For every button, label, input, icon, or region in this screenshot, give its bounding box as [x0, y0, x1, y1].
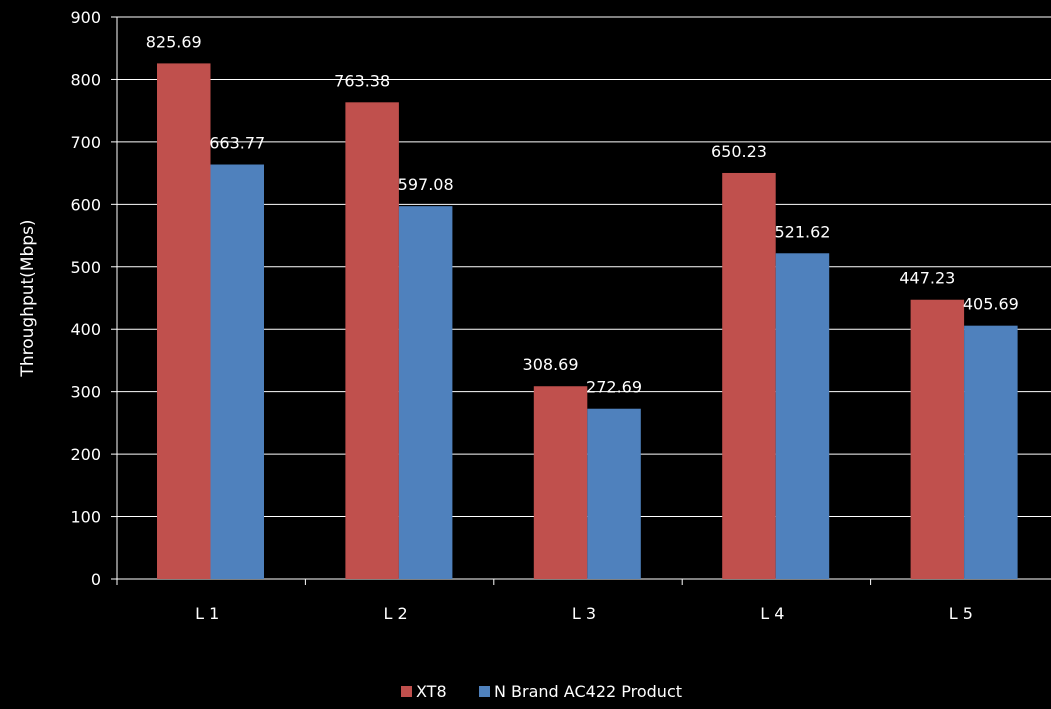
- data-labels: 825.69 763.38 308.69 650.23 447.23 663.77 597.…: [146, 32, 1019, 396]
- y-tick-label: 200: [70, 445, 101, 464]
- y-tick-label: 800: [70, 70, 101, 89]
- bar-series-2: [210, 164, 264, 579]
- y-tick-label: 900: [70, 8, 101, 27]
- y-tick-label: 700: [70, 133, 101, 152]
- gridlines: [117, 16, 1051, 518]
- y-tick-label: 600: [70, 195, 101, 214]
- bar-series-2: [775, 253, 830, 579]
- data-label: 825.69: [146, 32, 202, 51]
- legend: XT8 N Brand AC422 Product: [401, 682, 682, 701]
- data-label: 521.62: [774, 222, 830, 241]
- bar-series-1: [345, 102, 399, 580]
- data-label: 663.77: [209, 134, 265, 153]
- data-label: 308.69: [523, 355, 579, 374]
- bar-series-2: [398, 206, 453, 579]
- y-tick-label: 0: [91, 570, 101, 589]
- bar-series-1: [157, 63, 211, 579]
- data-label: 405.69: [963, 295, 1019, 314]
- data-label: 650.23: [711, 142, 767, 161]
- bar-series-1: [910, 299, 965, 579]
- bar-series-1: [722, 172, 776, 580]
- bar-series-2: [964, 325, 1018, 579]
- x-tick-label: L 2: [384, 604, 408, 623]
- data-label: 597.08: [398, 175, 454, 194]
- legend-swatch: [401, 686, 412, 697]
- axes: 0 100 200 300 400 500 600 700 800 900 L 1 L 2 L 3 L 4…: [70, 8, 1051, 623]
- y-tick-label: 500: [70, 258, 101, 277]
- y-tick-label: 300: [70, 383, 101, 402]
- data-label: 763.38: [334, 71, 390, 90]
- x-tick-label: L 5: [949, 604, 973, 623]
- bars: [157, 63, 1018, 580]
- bar-series-2: [587, 408, 641, 579]
- data-label: 447.23: [899, 269, 955, 288]
- x-tick-label: L 1: [195, 604, 219, 623]
- y-axis-title: Throughput(Mbps): [18, 219, 38, 377]
- bar-series-1: [533, 386, 588, 579]
- legend-swatch: [479, 686, 490, 697]
- legend-label: N Brand AC422 Product: [494, 682, 682, 701]
- y-tick-label: 400: [70, 320, 101, 339]
- x-tick-label: L 3: [572, 604, 596, 623]
- data-label: 272.69: [586, 378, 642, 397]
- legend-label: XT8: [416, 682, 447, 701]
- x-tick-label: L 4: [760, 604, 784, 623]
- y-tick-label: 100: [70, 508, 101, 527]
